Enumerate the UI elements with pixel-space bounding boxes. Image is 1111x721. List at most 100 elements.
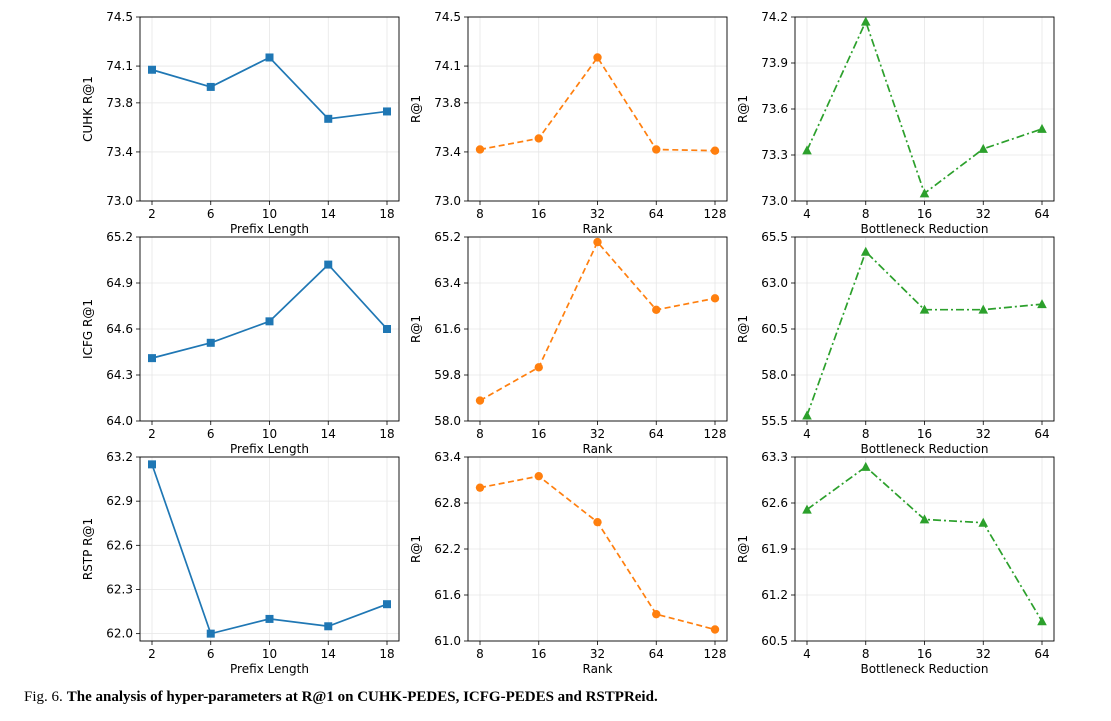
data-point-square: [206, 82, 215, 91]
chart-panel: 60.5 61.2 61.9 62.6 63.3 4 8 16 32 64 Bottleneck R…: [736, 450, 1055, 676]
x-tick-label: 128: [704, 427, 727, 441]
data-point-circle: [593, 237, 602, 247]
data-point-circle: [710, 625, 720, 634]
x-tick-label: 16: [917, 427, 932, 441]
data-point-triangle: [978, 517, 989, 527]
y-tick-label: 73.4: [106, 145, 133, 159]
x-tick-label: 8: [862, 207, 870, 221]
y-tick-label: 59.8: [434, 368, 461, 382]
y-axis-label: R@1: [409, 315, 423, 343]
data-point-circle: [593, 53, 602, 62]
data-point-square: [324, 260, 333, 269]
y-axis-label: R@1: [736, 95, 750, 123]
x-tick-label: 10: [262, 207, 277, 221]
data-point-triangle: [919, 304, 930, 314]
y-axis-label: R@1: [409, 535, 423, 563]
data-point-circle: [652, 609, 661, 619]
x-tick-label: 32: [590, 647, 605, 661]
plot-frame: [794, 16, 1055, 202]
y-tick-label: 74.2: [761, 10, 788, 24]
y-tick-label: 65.2: [106, 230, 133, 244]
y-tick-label: 62.0: [106, 627, 133, 641]
x-tick-label: 8: [476, 207, 484, 221]
y-tick-label: 62.2: [434, 542, 461, 556]
plot-frame: [139, 236, 400, 422]
series-line: [479, 55, 716, 152]
y-tick-label: 74.1: [434, 59, 461, 73]
y-tick-label: 58.0: [434, 414, 461, 428]
y-axis-label: R@1: [736, 315, 750, 343]
x-tick-label: 4: [803, 427, 811, 441]
y-tick-label: 55.5: [761, 414, 788, 428]
y-tick-label: 63.4: [434, 450, 461, 464]
x-tick-label: 128: [704, 207, 727, 221]
y-tick-label: 73.0: [106, 194, 133, 208]
x-tick-label: 16: [917, 647, 932, 661]
data-point-circle: [534, 363, 543, 372]
data-point-triangle: [978, 143, 989, 153]
x-axis-label: Prefix Length: [230, 662, 309, 676]
x-tick-label: 32: [976, 207, 991, 221]
y-tick-label: 64.0: [106, 414, 133, 428]
y-axis-label: R@1: [736, 535, 750, 563]
x-tick-label: 10: [262, 647, 277, 661]
y-tick-label: 65.2: [434, 230, 461, 244]
y-tick-label: 73.4: [434, 145, 461, 159]
data-point-triangle: [860, 16, 871, 26]
x-tick-label: 8: [476, 647, 484, 661]
data-point-square: [206, 338, 215, 347]
chart-panel: 55.5 58.0 60.5 63.0 65.5 4 8 16 32 64 Bottleneck R…: [736, 230, 1055, 456]
y-tick-label: 63.3: [761, 450, 788, 464]
x-tick-label: 64: [1034, 427, 1049, 441]
data-point-triangle: [919, 188, 930, 198]
data-point-square: [383, 325, 391, 333]
y-tick-label: 62.9: [106, 494, 133, 508]
y-tick-label: 61.6: [434, 588, 461, 602]
data-point-triangle: [802, 145, 812, 155]
y-tick-label: 65.5: [761, 230, 788, 244]
y-tick-label: 73.0: [434, 194, 461, 208]
x-tick-label: 2: [148, 427, 156, 441]
x-axis-label: Bottleneck Reduction: [860, 222, 988, 236]
x-axis-label: Bottleneck Reduction: [860, 442, 988, 456]
series-line: [479, 240, 716, 402]
y-tick-label: 62.6: [106, 538, 133, 552]
data-point-triangle: [860, 461, 871, 471]
y-tick-label: 63.2: [106, 450, 133, 464]
figure-caption: Fig. 6. The analysis of hyper-parameters …: [24, 689, 658, 706]
data-point-circle: [475, 483, 485, 492]
y-tick-label: 61.2: [761, 588, 788, 602]
x-axis-label: Bottleneck Reduction: [860, 662, 988, 676]
x-tick-label: 14: [321, 427, 336, 441]
y-tick-label: 74.5: [106, 10, 133, 24]
x-tick-label: 64: [649, 647, 664, 661]
x-tick-label: 8: [862, 647, 870, 661]
x-tick-label: 16: [531, 427, 546, 441]
data-point-square: [383, 600, 391, 609]
y-axis-label: R@1: [409, 95, 423, 123]
chart-panel: 73.0 73.4 73.8 74.1 74.5 8 16 32 64 128 Rank R@1: [409, 10, 728, 236]
x-tick-label: 18: [379, 647, 394, 661]
x-tick-label: 64: [1034, 647, 1049, 661]
x-tick-label: 32: [976, 427, 991, 441]
x-tick-label: 64: [649, 427, 664, 441]
x-tick-label: 2: [148, 647, 156, 661]
x-tick-label: 32: [590, 207, 605, 221]
data-point-triangle: [978, 304, 989, 314]
plot-frame: [794, 456, 1055, 642]
x-tick-label: 2: [148, 207, 156, 221]
x-tick-label: 16: [531, 647, 546, 661]
x-tick-label: 4: [803, 647, 811, 661]
x-axis-label: Rank: [583, 222, 613, 236]
data-point-triangle: [860, 246, 871, 256]
x-axis-label: Prefix Length: [230, 222, 309, 236]
y-tick-label: 60.5: [761, 322, 788, 336]
y-tick-label: 74.5: [434, 10, 461, 24]
y-tick-label: 62.3: [106, 582, 133, 596]
y-tick-label: 64.6: [106, 322, 133, 336]
x-tick-label: 128: [704, 647, 727, 661]
x-tick-label: 32: [976, 647, 991, 661]
plot-frame: [139, 456, 400, 642]
data-point-square: [383, 107, 391, 116]
plot-frame: [467, 16, 728, 202]
